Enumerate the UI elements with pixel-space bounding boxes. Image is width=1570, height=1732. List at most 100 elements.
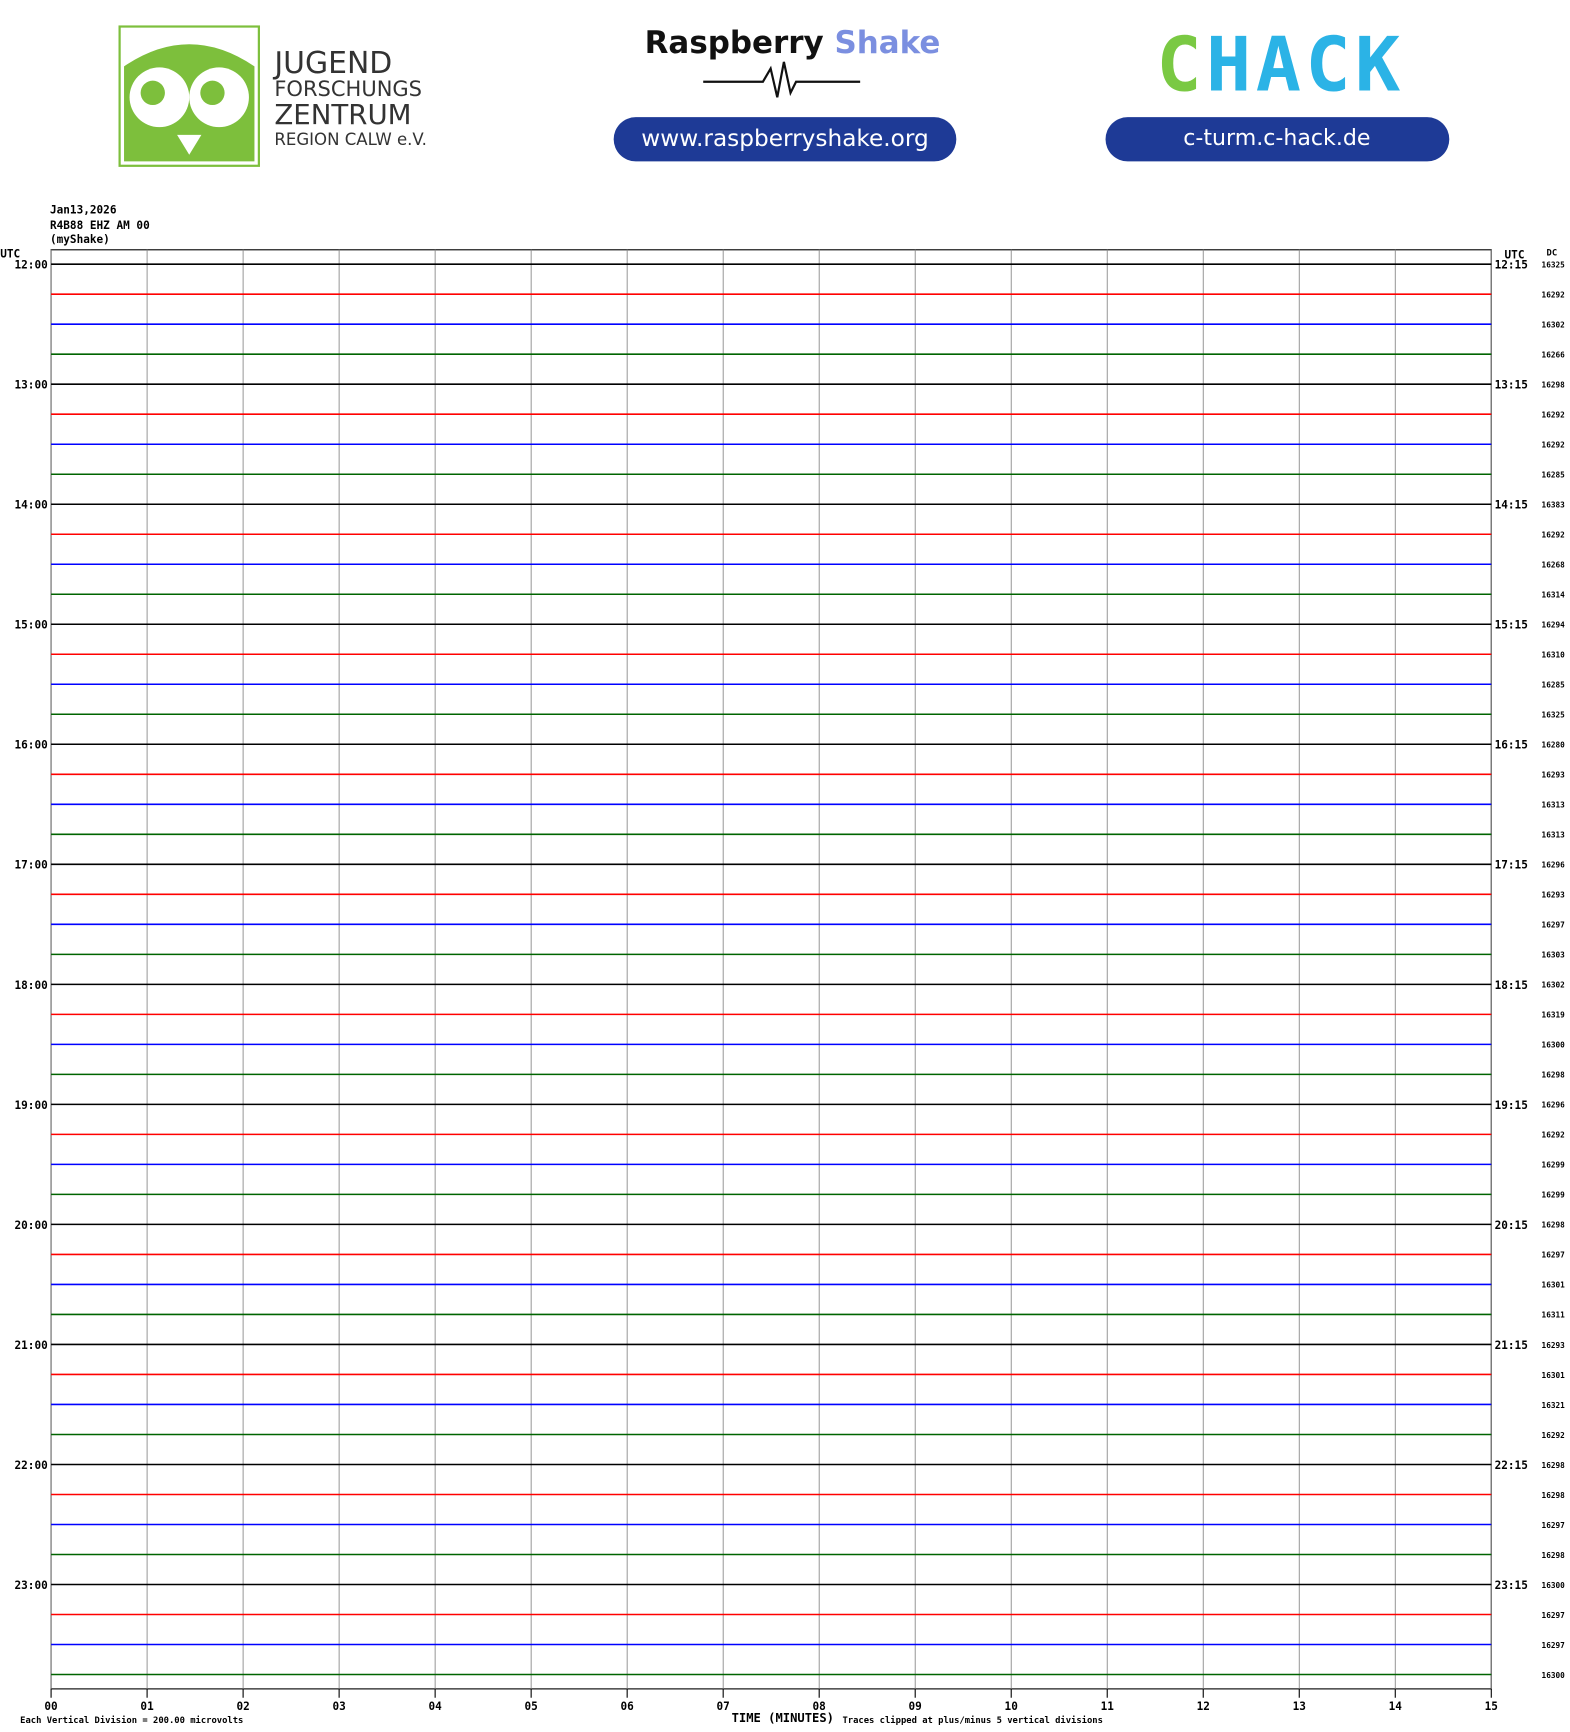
- x-tick-label: 10: [1005, 1700, 1018, 1713]
- dc-value: 16298: [1542, 1071, 1566, 1080]
- time-label-left: 20:00: [15, 1219, 48, 1232]
- dc-value: 16302: [1542, 981, 1565, 990]
- jfz-text: JUGEND: [272, 46, 392, 81]
- rs-word: Raspberry: [645, 25, 824, 61]
- dc-value: 16301: [1542, 1281, 1566, 1290]
- dc-value: 16292: [1542, 290, 1565, 299]
- dc-value: 16321: [1542, 1401, 1566, 1410]
- time-label-left: 23:00: [15, 1579, 48, 1592]
- dc-value: 16297: [1542, 1521, 1566, 1530]
- utc-label: UTC: [1505, 249, 1525, 262]
- dc-value: 16300: [1542, 1671, 1566, 1680]
- dc-value: 16268: [1542, 561, 1566, 570]
- dc-value: 16313: [1542, 801, 1566, 810]
- dc-value: 16293: [1542, 1341, 1566, 1350]
- chack-hack: HACK: [1206, 21, 1405, 109]
- dc-label: DC: [1547, 248, 1558, 258]
- dc-value: 16310: [1542, 651, 1566, 660]
- dc-value: 16292: [1542, 441, 1565, 450]
- dc-value: 16293: [1542, 891, 1566, 900]
- jfz-text: FORSCHUNGS: [274, 77, 422, 101]
- time-label-left: 15:00: [15, 619, 48, 632]
- dc-value: 16383: [1542, 501, 1566, 510]
- dc-value: 16297: [1542, 1611, 1566, 1620]
- dc-value: 16299: [1542, 1191, 1566, 1200]
- dc-value: 16296: [1542, 861, 1566, 870]
- x-tick-label: 15: [1485, 1700, 1498, 1713]
- x-tick-label: 09: [909, 1700, 922, 1713]
- time-label-right: 23:15: [1495, 1579, 1528, 1592]
- dc-value: 16285: [1542, 681, 1566, 690]
- chack-url[interactable]: c-turm.c-hack.de: [1183, 125, 1370, 151]
- rs-word: Shake: [834, 25, 940, 61]
- time-label-left: 16:00: [15, 739, 48, 752]
- x-tick-label: 11: [1101, 1700, 1115, 1713]
- time-label-right: 20:15: [1495, 1219, 1528, 1232]
- dc-value: 16313: [1542, 831, 1566, 840]
- plot-frame: [50, 249, 1492, 1690]
- dc-value: 16311: [1542, 1311, 1566, 1320]
- dc-value: 16297: [1542, 1641, 1566, 1650]
- time-label-left: 17:00: [15, 859, 48, 872]
- dc-value: 16280: [1542, 741, 1566, 750]
- x-tick-label: 03: [332, 1700, 345, 1713]
- x-tick-label: 07: [717, 1700, 730, 1713]
- jfz-text: ZENTRUM: [274, 98, 411, 131]
- x-tick-label: 05: [524, 1700, 537, 1713]
- station-line: R4B88 EHZ AM 00: [50, 219, 150, 232]
- dc-value: 16293: [1542, 771, 1566, 780]
- chack-pill[interactable]: [1105, 117, 1450, 162]
- dc-value: 16303: [1542, 951, 1566, 960]
- rs-title: Raspberry Shake: [645, 25, 941, 61]
- time-label-left: 18:00: [15, 979, 48, 992]
- time-label-left: 14:00: [15, 499, 48, 512]
- time-label-right: 17:15: [1495, 859, 1528, 872]
- x-tick-label: 01: [140, 1700, 154, 1713]
- dc-value: 16302: [1542, 320, 1565, 329]
- dc-value: 16296: [1542, 1101, 1566, 1110]
- dc-value: 16266: [1542, 351, 1566, 360]
- dc-value: 16298: [1542, 1551, 1566, 1560]
- dc-value: 16292: [1542, 411, 1565, 420]
- time-label-right: 16:15: [1495, 739, 1528, 752]
- x-tick-label: 06: [621, 1700, 635, 1713]
- utc-label: UTC: [0, 248, 20, 261]
- time-label-left: 19:00: [15, 1099, 48, 1112]
- dc-value: 16297: [1542, 1251, 1566, 1260]
- dc-value: 16314: [1542, 591, 1566, 600]
- dc-value: 16292: [1542, 531, 1565, 540]
- dc-value: 16292: [1542, 1431, 1565, 1440]
- clip-note: Traces clipped at plus/minus 5 vertical …: [842, 1715, 1102, 1726]
- x-tick-label: 14: [1389, 1700, 1403, 1713]
- x-tick-label: 08: [813, 1700, 826, 1713]
- chack-logo: CHACK: [1156, 21, 1404, 109]
- x-tick-label: 02: [236, 1700, 249, 1713]
- rs-url[interactable]: www.raspberryshake.org: [641, 125, 929, 152]
- dc-value: 16297: [1542, 921, 1566, 930]
- time-label-right: 15:15: [1495, 619, 1528, 632]
- rs-pill[interactable]: [613, 117, 957, 162]
- dc-value: 16300: [1542, 1581, 1566, 1590]
- time-label-right: 18:15: [1495, 979, 1528, 992]
- dc-value: 16299: [1542, 1161, 1566, 1170]
- rs-wave: [703, 61, 861, 98]
- station-line: Jan13,2026: [50, 203, 117, 216]
- dc-value: 16319: [1542, 1011, 1566, 1020]
- x-axis-title: TIME (MINUTES): [732, 1711, 834, 1725]
- time-label-left: 13:00: [15, 379, 48, 392]
- jfz-text: REGION CALW e.V.: [274, 130, 427, 149]
- time-label-right: 14:15: [1495, 499, 1528, 512]
- time-label-right: 13:15: [1495, 379, 1528, 392]
- time-label-right: 19:15: [1495, 1099, 1528, 1112]
- time-label-right: 12:15: [1495, 259, 1528, 272]
- time-label-right: 22:15: [1495, 1459, 1528, 1472]
- dc-value: 16325: [1542, 711, 1566, 720]
- dc-value: 16298: [1542, 1461, 1566, 1470]
- time-label-right: 21:15: [1495, 1339, 1528, 1352]
- dc-value: 16301: [1542, 1371, 1566, 1380]
- dc-value: 16298: [1542, 1491, 1566, 1500]
- scale-note: Each Vertical Division = 200.00 microvol…: [20, 1715, 243, 1726]
- x-tick-label: 00: [44, 1700, 57, 1713]
- x-tick-label: 04: [428, 1700, 442, 1713]
